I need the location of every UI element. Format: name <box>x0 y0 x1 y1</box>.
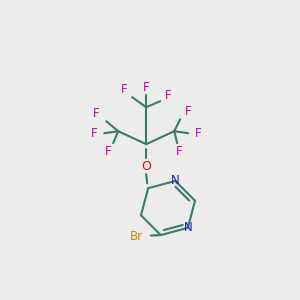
Text: Br: Br <box>130 230 143 242</box>
Text: F: F <box>165 89 172 102</box>
Text: F: F <box>91 127 98 140</box>
Text: F: F <box>143 81 149 94</box>
Text: F: F <box>121 83 128 96</box>
Text: N: N <box>171 175 180 188</box>
Text: O: O <box>141 160 151 173</box>
Text: F: F <box>176 145 182 158</box>
Text: F: F <box>105 145 112 158</box>
Text: F: F <box>185 105 191 118</box>
Text: F: F <box>195 127 202 140</box>
Text: F: F <box>93 107 100 120</box>
Text: N: N <box>183 221 192 234</box>
